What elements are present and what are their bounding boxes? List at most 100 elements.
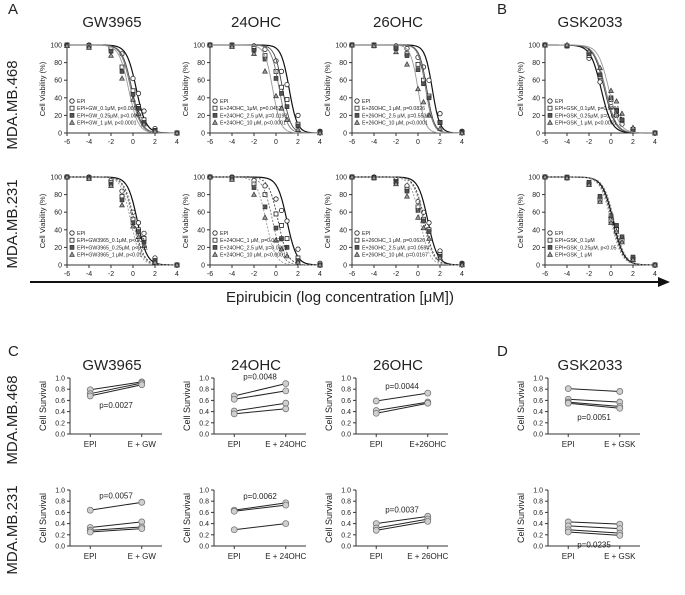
data-point [437, 120, 443, 125]
x-tick-label: EPI [84, 440, 97, 449]
y-tick-label: 60 [532, 210, 540, 217]
data-point [415, 85, 421, 92]
data-point [136, 229, 141, 234]
pair-line [376, 401, 428, 411]
pair-point-treated [138, 498, 146, 506]
y-axis-label: Cell Viability (%) [181, 193, 190, 248]
data-point [619, 238, 625, 245]
pair-line [234, 383, 286, 397]
y-tick-label: 20 [54, 245, 62, 252]
column-title-a-24ohc: 24OHC [231, 14, 281, 31]
column-title-d-gsk2033: GSK2033 [557, 357, 622, 374]
legend-label: EPI+GW3965_0.1μM, p<0.01 [77, 238, 145, 244]
data-point [279, 222, 284, 228]
x-tick-label: 0 [609, 271, 613, 278]
data-point [415, 67, 421, 72]
y-tick-label: 1.0 [341, 488, 351, 495]
panel-label-d: D [497, 343, 508, 360]
data-point [119, 69, 125, 74]
pair-line [568, 398, 620, 403]
pair-line [90, 528, 142, 533]
row-label-a-231: MDA.MB.231 [4, 179, 21, 268]
data-point [152, 259, 158, 265]
x-tick-label: -6 [64, 271, 70, 278]
y-tick-label: 0.2 [55, 532, 65, 539]
pair-point-epi [564, 528, 572, 536]
legend-marker [547, 119, 553, 125]
legend-marker [354, 98, 360, 104]
y-axis-label: Cell Viability (%) [516, 193, 525, 248]
data-point [586, 181, 592, 188]
legend-label: EPI+GSK_1 μM, p<0.0001 [555, 121, 617, 127]
y-tick-label: 40 [339, 95, 347, 102]
data-point [349, 173, 355, 180]
pair-point-epi [230, 526, 238, 534]
pair-line [90, 501, 142, 511]
pair-point-treated [282, 520, 290, 527]
legend-label: EPI+GW_0.25μM, p<0.0001 [77, 113, 142, 119]
series-line [545, 44, 656, 134]
data-point [229, 176, 235, 182]
data-point [459, 261, 465, 268]
y-tick-label: 60 [54, 210, 62, 217]
data-point [404, 193, 410, 199]
x-tick-label: -6 [64, 139, 70, 146]
y-tick-label: 0 [536, 263, 540, 270]
x-tick-label: E + 24OHC [265, 440, 306, 449]
y-tick-label: 0.0 [55, 544, 65, 551]
data-point [564, 174, 570, 180]
y-tick-label: 100 [50, 175, 62, 182]
y-tick-label: 0.0 [199, 544, 209, 551]
y-tick-label: 0.6 [199, 398, 209, 405]
y-axis-label: Cell Survival [182, 493, 192, 543]
data-point [86, 175, 92, 181]
x-tick-label: -4 [86, 139, 92, 146]
data-point [279, 84, 284, 90]
x-tick-label: EPI [562, 552, 575, 561]
y-tick-label: 0.0 [55, 432, 65, 439]
column-title-a-26ohc: 26OHC [373, 14, 423, 31]
y-tick-label: 60 [197, 210, 205, 217]
legend-marker [69, 245, 75, 250]
x-tick-label: 4 [175, 271, 179, 278]
data-point [174, 261, 180, 268]
panel-label-c: C [8, 343, 19, 360]
legend-label: E+26OHC_1 μM, p=0.0626 [362, 238, 425, 244]
x-tick-label: EPI [228, 552, 241, 561]
data-point [141, 120, 147, 127]
series-line [352, 44, 462, 134]
x-tick-label: -4 [371, 271, 377, 278]
pair-line [376, 515, 428, 525]
pair-line [234, 523, 286, 531]
y-tick-label: 0 [58, 263, 62, 270]
legend-marker [212, 237, 218, 243]
legend-label: E+24OHC_1μM, p=0.0452 [220, 106, 282, 112]
legend-label: E+24OHC_10 μM, p<0.0001 [220, 253, 286, 259]
data-point [608, 213, 614, 219]
legend-marker [69, 237, 75, 243]
y-tick-label: 100 [193, 175, 205, 182]
data-point [295, 112, 301, 119]
y-tick-label: 20 [54, 113, 62, 120]
x-tick-label: -4 [371, 139, 377, 146]
data-point [135, 90, 142, 97]
legend-marker [69, 251, 75, 257]
y-tick-label: 0.2 [533, 532, 543, 539]
pair-point-treated [138, 525, 146, 533]
data-point [393, 180, 399, 187]
data-point [174, 129, 180, 136]
data-point [630, 124, 636, 130]
pair-point-treated [282, 387, 290, 395]
y-tick-label: 80 [197, 192, 205, 199]
pair-point-treated [616, 404, 624, 412]
x-tick-label: EPI [228, 440, 241, 449]
x-tick-label: E + 24OHC [265, 552, 306, 561]
data-point [278, 245, 285, 252]
y-tick-label: 100 [335, 43, 347, 50]
pair-line [90, 384, 142, 397]
data-point [135, 220, 142, 226]
y-tick-label: 1.0 [55, 488, 65, 495]
y-tick-label: 1.0 [341, 376, 351, 383]
y-tick-label: 1.0 [533, 488, 543, 495]
